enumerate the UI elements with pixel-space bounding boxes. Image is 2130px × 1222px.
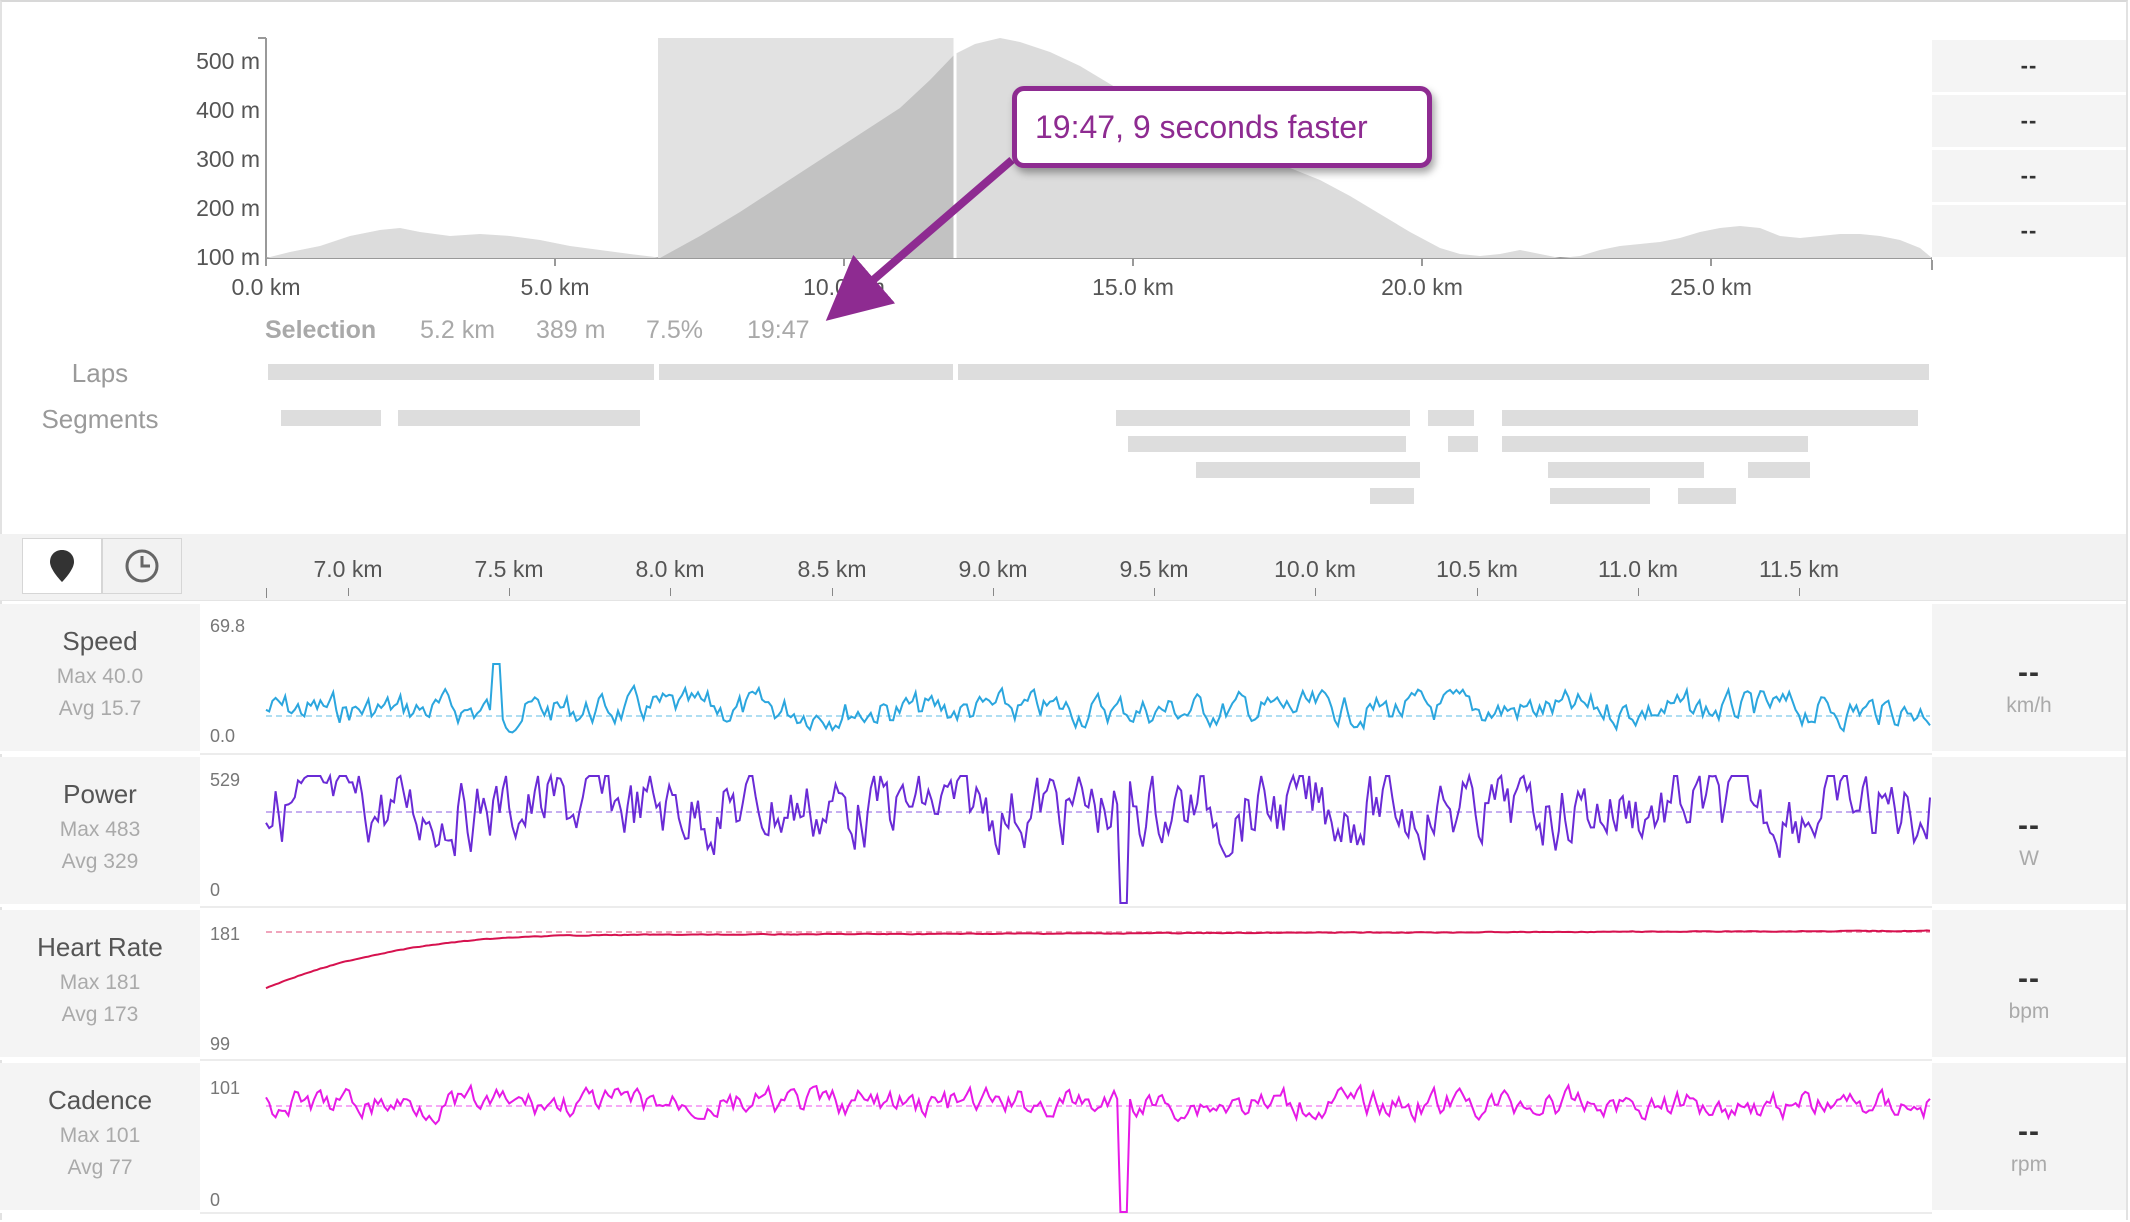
metric-name: Cadence (47, 1085, 153, 1115)
cadence-scale-bottom: 0 (210, 1190, 221, 1210)
metric-name: Heart Rate (37, 932, 163, 962)
map-pin-icon (50, 550, 74, 582)
callout-text: 19:47, 9 seconds faster (1035, 108, 1368, 145)
x-label: 25.0 km (1670, 274, 1752, 300)
metric-avg: Avg 329 (61, 850, 139, 873)
segment-bar[interactable] (1196, 462, 1420, 478)
x-label: 0.0 km (231, 274, 301, 300)
elevation-stat-value: -- (1932, 150, 2126, 205)
zoom-axis-label: 7.0 km (313, 556, 383, 582)
zoom-axis-label: 10.5 km (1436, 556, 1518, 582)
zoom-axis-label: 8.5 km (797, 556, 867, 582)
selection-time: 19:47 (747, 316, 810, 344)
speed-scale-top: 69.8 (210, 616, 246, 636)
metric-max: Max 181 (59, 971, 141, 994)
segment-bar[interactable] (1502, 436, 1808, 452)
power-current: -- W (1932, 757, 2126, 907)
zoom-axis-label: 10.0 km (1274, 556, 1356, 582)
segment-bar[interactable] (1128, 436, 1406, 452)
selection-profile (660, 54, 955, 258)
lap-bar[interactable] (659, 364, 953, 380)
heart-rate-scale-top: 181 (210, 924, 241, 944)
metric-cadence: Cadence Max 101 Avg 77 (0, 1063, 200, 1213)
time-view-button[interactable] (102, 538, 182, 594)
zoom-toolbar (0, 534, 2126, 601)
power-scale-bottom: 0 (210, 880, 221, 900)
segments-label: Segments (41, 404, 159, 434)
x-label: 20.0 km (1381, 274, 1463, 300)
segment-bar[interactable] (1550, 488, 1650, 504)
metric-trace (265, 663, 1931, 734)
speed-scale-bottom: 0.0 (210, 726, 236, 746)
speed-current: -- km/h (1932, 604, 2126, 754)
map-view-button[interactable] (22, 538, 102, 594)
heart-rate-scale-bottom: 99 (210, 1034, 231, 1054)
y-label: 200 m (196, 195, 260, 221)
segment-bar[interactable] (1502, 410, 1918, 426)
segment-bar[interactable] (281, 410, 381, 426)
metric-value: -- (2018, 1115, 2040, 1148)
zoom-axis-label: 11.5 km (1758, 556, 1840, 582)
metric-max: Max 483 (59, 818, 141, 841)
lap-bar[interactable] (958, 364, 1929, 380)
metric-max: Max 40.0 (56, 665, 144, 688)
elevation-y-axis: 500 m 400 m 300 m 200 m 100 m (130, 48, 260, 270)
y-label: 500 m (196, 48, 260, 74)
laps-label: Laps (71, 358, 129, 388)
metric-speed: Speed Max 40.0 Avg 15.7 (0, 604, 200, 754)
y-label: 300 m (196, 146, 260, 172)
segment-bar[interactable] (1748, 462, 1810, 478)
metric-heart-rate: Heart Rate Max 181 Avg 173 (0, 910, 200, 1060)
zoom-axis-label: 9.0 km (958, 556, 1028, 582)
y-label: 400 m (196, 97, 260, 123)
metric-value: -- (2018, 962, 2040, 995)
selection-label: Selection (265, 316, 377, 344)
cadence-current: -- rpm (1932, 1063, 2126, 1213)
heart-rate-current: -- bpm (1932, 910, 2126, 1060)
metric-trace (265, 1082, 1931, 1213)
metric-unit: W (2019, 847, 2039, 870)
elevation-stat-value: -- (1932, 95, 2126, 150)
x-label: 15.0 km (1092, 274, 1174, 300)
segment-bar[interactable] (1548, 462, 1704, 478)
metric-name: Speed (62, 626, 138, 656)
power-scale-top: 529 (210, 770, 241, 790)
y-label: 100 m (196, 244, 260, 270)
clock-icon (125, 549, 159, 583)
selection-grade: 7.5% (646, 316, 703, 344)
segment-bar[interactable] (1428, 410, 1474, 426)
selection-elevation-gain: 389 m (536, 316, 606, 344)
metric-max: Max 101 (59, 1124, 141, 1147)
callout-arrow (825, 156, 1015, 321)
cadence-scale-top: 101 (210, 1078, 241, 1098)
metric-avg: Avg 15.7 (58, 697, 142, 720)
segment-bar[interactable] (398, 410, 640, 426)
metric-avg: Avg 77 (67, 1156, 133, 1179)
selection-distance: 5.2 km (420, 316, 496, 344)
zoom-axis-label: 9.5 km (1119, 556, 1189, 582)
segment-bar[interactable] (1116, 410, 1410, 426)
segment-bar[interactable] (1678, 488, 1736, 504)
segment-bar[interactable] (1370, 488, 1414, 504)
lap-bar[interactable] (268, 364, 654, 380)
zoom-axis-label: 8.0 km (635, 556, 705, 582)
metric-unit: km/h (2006, 694, 2052, 717)
metric-unit: rpm (2010, 1153, 2048, 1176)
zoom-axis-label: 7.5 km (474, 556, 544, 582)
metric-name: Power (63, 779, 137, 809)
elevation-stat-value: -- (1932, 40, 2126, 95)
metric-avg: Avg 173 (61, 1003, 139, 1026)
segment-bar[interactable] (1448, 436, 1478, 452)
metric-unit: bpm (2008, 1000, 2050, 1023)
metric-value: -- (2018, 809, 2040, 842)
metric-trace (265, 929, 1931, 990)
zoom-axis-label: 11.0 km (1597, 556, 1679, 582)
metric-trace (265, 772, 1931, 904)
metric-power: Power Max 483 Avg 329 (0, 757, 200, 907)
metric-value: -- (2018, 656, 2040, 689)
elevation-stat-value: -- (1932, 205, 2126, 260)
x-label: 5.0 km (520, 274, 590, 300)
annotation-callout: 19:47, 9 seconds faster (1012, 86, 1432, 168)
